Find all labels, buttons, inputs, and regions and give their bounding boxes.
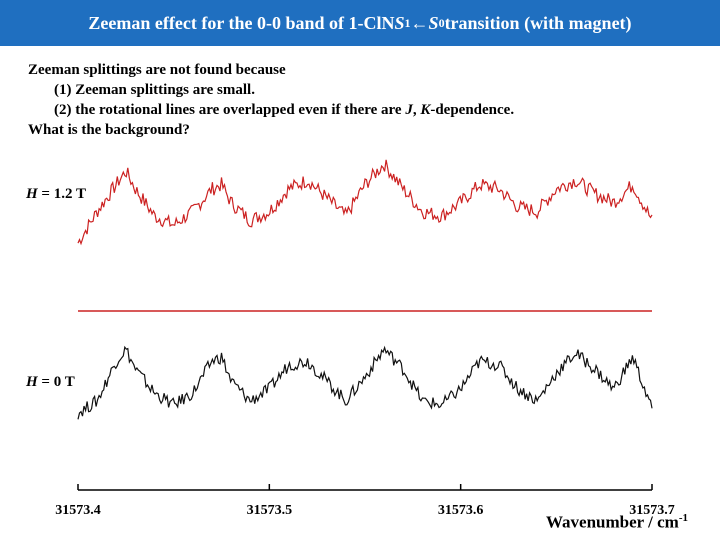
label-h12-rest: = 1.2 T (38, 186, 86, 202)
spectrum-traces (77, 159, 653, 420)
title-s0: S (428, 12, 439, 33)
notes-block: Zeeman splittings are not found because … (28, 60, 514, 140)
title-s1: S (394, 12, 405, 33)
slide-title: Zeeman effect for the 0-0 band of 1-ClN … (0, 0, 720, 46)
x-tick-label: 31573.6 (438, 503, 484, 518)
x-ticks: 31573.4 31573.5 31573.6 31573.7 (55, 484, 675, 518)
x-tick-label: 31573.4 (55, 503, 101, 518)
title-s0-sub: 0 (438, 15, 445, 30)
note-line-3-k: K (420, 102, 431, 118)
x-tick-label: 31573.5 (247, 503, 293, 518)
title-s1-sub: 1 (404, 15, 411, 30)
note-line-3-j: J (405, 102, 413, 118)
note-line-1: Zeeman splittings are not found because (28, 62, 286, 78)
note-line-3-pre: (2) the rotational lines are overlapped … (54, 102, 406, 118)
note-line-4: What is the background? (28, 122, 190, 138)
note-line-3-post: -dependence. (430, 102, 515, 118)
title-arrow: ← (410, 12, 429, 33)
x-axis-label-text: Wavenumber / cm (545, 512, 679, 532)
note-line-3: (2) the rotational lines are overlapped … (28, 100, 514, 120)
title-text-pre: Zeeman effect for the 0-0 band of 1-ClN (88, 12, 395, 33)
label-h0: H = 0 T (25, 374, 75, 390)
x-axis-label: Wavenumber / cm-1 (546, 512, 688, 533)
note-line-2: (1) Zeeman splittings are small. (54, 82, 255, 98)
x-axis-label-sup: -1 (678, 512, 688, 524)
note-line-3-mid: , (412, 102, 421, 118)
label-h0-italic: H (25, 374, 39, 390)
label-h12-italic: H (25, 186, 39, 202)
title-text-post: transition (with magnet) (444, 12, 632, 33)
label-h0-rest: = 0 T (38, 374, 75, 390)
label-h12: H = 1.2 T (25, 186, 86, 202)
series-line (77, 345, 653, 420)
x-tick-label: 31573.7 (629, 503, 675, 518)
series-line (77, 159, 653, 246)
